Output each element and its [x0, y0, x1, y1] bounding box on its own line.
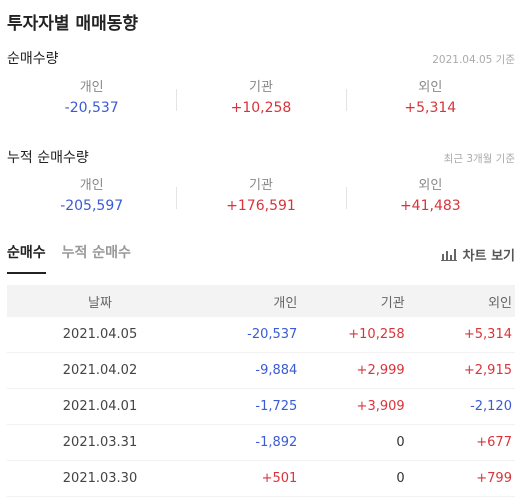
bar-chart-icon	[440, 248, 457, 261]
cell-foreign: +2,915	[463, 363, 512, 378]
trade-tabs: 순매수 누적 순매수	[7, 242, 131, 274]
table-row: 2021.04.05 -20,537 +10,258 +5,314	[7, 317, 515, 353]
net-section-date-note: 2021.04.05 기준	[432, 54, 515, 66]
header-institution: 기관	[380, 295, 405, 311]
stat-value: -20,537	[64, 100, 119, 116]
cumulative-section-header: 누적 순매수량 최근 3개월 기준	[7, 147, 515, 167]
stat-label: 기관	[249, 80, 273, 95]
stat-label: 개인	[79, 80, 104, 95]
cell-date: 2021.04.05	[62, 327, 138, 342]
stat-value: +41,483	[399, 198, 461, 214]
cumulative-stat-foreign: 외인 +41,483	[345, 177, 515, 216]
table-row: 2021.04.02 -9,884 +2,999 +2,915	[7, 353, 515, 389]
cell-foreign: -2,120	[470, 399, 512, 414]
cell-institution: +3,909	[356, 399, 405, 414]
table-row: 2021.04.01 -1,725 +3,909 -2,120	[7, 389, 515, 425]
table-row: 2021.03.31 -1,892 0 +677	[7, 425, 515, 461]
cumulative-section-period-note: 최근 3개월 기준	[443, 153, 515, 165]
net-stats: 개인 -20,537 기관 +10,258 외인 +5,314	[7, 79, 515, 118]
cell-institution: +10,258	[348, 327, 405, 342]
stat-label: 기관	[249, 178, 273, 193]
trade-table: 날짜 개인 기관 외인 2021.04.05 -20,537 +10,258 +5,3…	[7, 285, 515, 497]
stat-value: +5,314	[404, 100, 457, 116]
stat-value: +10,258	[230, 100, 292, 116]
cell-institution: 0	[396, 471, 405, 486]
header-individual: 개인	[273, 295, 298, 311]
cell-date: 2021.04.02	[62, 363, 138, 378]
cumulative-stat-institution: 기관 +176,591	[176, 177, 345, 216]
net-stat-individual: 개인 -20,537	[7, 79, 176, 118]
cell-institution: 0	[396, 435, 405, 450]
stat-label: 개인	[79, 178, 104, 193]
cumulative-stats: 개인 -205,597 기관 +176,591 외인 +41,483	[7, 177, 515, 216]
table-body: 2021.04.05 -20,537 +10,258 +5,314 2021.04.02…	[7, 317, 515, 497]
page-title: 투자자별 매매동향	[7, 14, 139, 34]
cell-individual: -9,884	[255, 363, 298, 378]
cell-individual: -1,725	[255, 399, 298, 414]
cell-individual: -1,892	[255, 435, 298, 450]
cell-foreign: +799	[476, 471, 512, 486]
net-section-title: 순매수량	[7, 51, 59, 67]
cell-foreign: +5,314	[463, 327, 512, 342]
net-stat-institution: 기관 +10,258	[176, 79, 345, 118]
tab-cumulative-net-buy[interactable]: 누적 순매수	[61, 245, 131, 261]
stat-label: 외인	[418, 80, 443, 95]
view-chart-button[interactable]: 차트 보기	[440, 245, 515, 264]
stat-value: +176,591	[226, 198, 296, 214]
cell-individual: -20,537	[247, 327, 298, 342]
cell-individual: +501	[261, 471, 298, 486]
cell-date: 2021.04.01	[62, 399, 138, 414]
view-chart-label: 차트 보기	[462, 249, 515, 264]
cumulative-section-title: 누적 순매수량	[7, 150, 89, 166]
table-row: 2021.03.30 +501 0 +799	[7, 461, 515, 497]
cell-institution: +2,999	[356, 363, 405, 378]
header-date: 날짜	[88, 295, 112, 311]
net-stat-foreign: 외인 +5,314	[345, 79, 515, 118]
stat-label: 외인	[418, 178, 443, 193]
tab-net-buy[interactable]: 순매수	[7, 242, 46, 274]
stat-value: -205,597	[60, 198, 124, 214]
cell-date: 2021.03.30	[62, 471, 138, 486]
header-foreign: 외인	[488, 295, 512, 311]
cell-foreign: +677	[476, 435, 512, 450]
table-header: 날짜 개인 기관 외인	[7, 285, 515, 317]
net-section-header: 순매수량 2021.04.05 기준	[7, 48, 515, 68]
cumulative-stat-individual: 개인 -205,597	[7, 177, 176, 216]
cell-date: 2021.03.31	[62, 435, 138, 450]
